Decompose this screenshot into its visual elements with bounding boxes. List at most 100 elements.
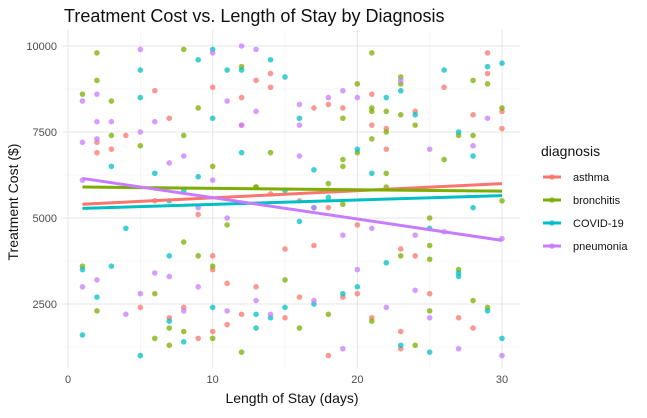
- point-bronchitis: [325, 180, 332, 187]
- point-covid-19: [137, 352, 144, 359]
- point-covid-19: [296, 218, 303, 225]
- point-asthma: [470, 325, 476, 331]
- point-covid-19: [79, 332, 86, 338]
- point-asthma: [412, 253, 419, 259]
- legend: diagnosis asthma bronchitis COVID-19 pneumo…: [541, 143, 628, 253]
- point-pneumonia: [123, 311, 129, 318]
- point-covid-19: [470, 153, 476, 159]
- point-bronchitis: [426, 242, 433, 249]
- point-covid-19: [94, 294, 100, 300]
- point-covid-19: [224, 67, 230, 73]
- point-covid-19: [311, 167, 317, 173]
- point-bronchitis: [152, 335, 158, 342]
- point-covid-19: [426, 349, 433, 355]
- legend-label-bronchitis: bronchitis: [573, 195, 621, 207]
- point-pneumonia: [412, 287, 419, 294]
- point-asthma: [484, 50, 491, 56]
- point-asthma: [123, 132, 129, 139]
- point-asthma: [195, 335, 201, 342]
- point-pneumonia: [484, 115, 491, 122]
- point-pneumonia: [253, 108, 259, 115]
- point-bronchitis: [499, 198, 505, 204]
- point-covid-19: [195, 56, 201, 63]
- point-asthma: [397, 246, 404, 252]
- point-bronchitis: [369, 50, 375, 56]
- point-bronchitis: [79, 91, 86, 97]
- point-covid-19: [253, 325, 259, 331]
- point-pneumonia: [296, 101, 303, 108]
- point-asthma: [209, 84, 216, 91]
- point-asthma: [224, 321, 230, 328]
- point-bronchitis: [499, 105, 505, 111]
- point-pneumonia: [412, 232, 419, 238]
- point-bronchitis: [426, 256, 433, 263]
- point-bronchitis: [108, 132, 115, 139]
- point-pneumonia: [470, 142, 476, 149]
- point-asthma: [311, 105, 317, 111]
- point-pneumonia: [238, 43, 245, 49]
- point-asthma: [455, 314, 462, 321]
- point-asthma: [267, 84, 274, 91]
- point-bronchitis: [369, 136, 375, 142]
- point-bronchitis: [94, 308, 100, 314]
- point-asthma: [499, 125, 505, 132]
- point-covid-19: [108, 263, 115, 269]
- point-pneumonia: [354, 94, 361, 101]
- point-bronchitis: [412, 342, 419, 349]
- point-asthma: [354, 222, 361, 228]
- point-covid-19: [209, 115, 216, 122]
- point-bronchitis: [484, 81, 491, 87]
- y-axis-title: Treatment Cost ($): [5, 144, 21, 261]
- grid: [62, 30, 520, 368]
- point-asthma: [383, 146, 390, 152]
- point-pneumonia: [426, 314, 433, 321]
- point-asthma: [397, 328, 404, 335]
- point-asthma: [94, 149, 100, 156]
- point-asthma: [484, 70, 491, 77]
- point-bronchitis: [195, 105, 201, 111]
- point-asthma: [369, 91, 375, 97]
- point-pneumonia: [224, 308, 230, 314]
- point-covid-19: [267, 56, 274, 63]
- point-asthma: [108, 146, 115, 152]
- point-covid-19: [484, 63, 491, 70]
- point-covid-19: [369, 170, 375, 177]
- point-pneumonia: [499, 352, 505, 359]
- point-covid-19: [238, 67, 245, 73]
- point-asthma: [470, 112, 476, 118]
- point-pneumonia: [209, 50, 216, 56]
- point-asthma: [253, 77, 259, 84]
- point-covid-19: [166, 253, 173, 259]
- point-covid-19: [412, 112, 419, 118]
- point-bronchitis: [267, 149, 274, 156]
- point-covid-19: [499, 60, 505, 66]
- point-bronchitis: [354, 81, 361, 87]
- point-asthma: [325, 352, 332, 359]
- point-covid-19: [325, 194, 332, 201]
- point-asthma: [238, 94, 245, 101]
- point-bronchitis: [383, 170, 390, 177]
- point-covid-19: [137, 94, 144, 101]
- x-tick-label: 30: [496, 374, 508, 386]
- point-pneumonia: [108, 118, 115, 125]
- point-bronchitis: [94, 50, 100, 56]
- point-pneumonia: [311, 297, 317, 304]
- point-pneumonia: [94, 118, 100, 125]
- y-tick-label: 10000: [26, 41, 57, 53]
- point-asthma: [325, 101, 332, 108]
- point-bronchitis: [426, 308, 433, 314]
- point-pneumonia: [166, 273, 173, 280]
- legend-label-asthma: asthma: [573, 172, 610, 184]
- x-axis-title: Length of Stay (days): [225, 390, 358, 406]
- point-pneumonia: [79, 98, 86, 104]
- point-covid-19: [137, 67, 144, 73]
- legend-items: asthma bronchitis COVID-19 pneumonia: [543, 172, 628, 253]
- point-bronchitis: [340, 156, 346, 163]
- point-bronchitis: [209, 335, 216, 342]
- point-pneumonia: [94, 136, 100, 142]
- point-covid-19: [166, 318, 173, 325]
- point-covid-19: [383, 259, 390, 266]
- y-tick-label: 2500: [33, 299, 57, 311]
- point-covid-19: [195, 173, 201, 180]
- y-axis-ticks: 2500 5000 7500 10000: [26, 41, 57, 311]
